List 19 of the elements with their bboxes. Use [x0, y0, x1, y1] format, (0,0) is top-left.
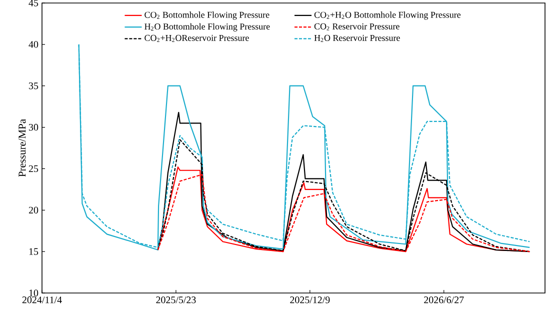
y-tick-label: 10	[29, 290, 38, 296]
y-tick-label: 35	[29, 82, 38, 90]
x-tick-label: 2024/11/4	[22, 296, 62, 304]
legend-label: CO$_{2}$ Reservoir Pressure	[314, 23, 400, 30]
legend-label: CO$_{2}$ Bottomhole Flowing Pressure	[144, 12, 270, 20]
legend-label: H$_{2}$O Reservoir Pressure	[314, 34, 400, 42]
legend-label: H$_{2}$O Bottomhole Flowing Pressure	[144, 23, 270, 32]
x-tick-label: 2025/12/9	[290, 296, 330, 304]
x-tick-label: 2026/6/27	[424, 296, 464, 304]
y-tick-label: 40	[28, 41, 38, 48]
y-tick-label: 45	[28, 0, 38, 6]
legend-label: CO$_{2}$+H$_{2}$O Bottomhole Flowing Pressure	[314, 12, 461, 20]
y-tick-label: 20	[28, 206, 38, 214]
y-tick-label: 25	[28, 165, 38, 172]
legend-label: CO$_{2}$+H$_{2}$OReservoir Pressure	[144, 34, 249, 42]
y-tick-label: 30	[29, 124, 38, 131]
y-tick-label: 15	[29, 248, 38, 255]
y-axis-title: Pressure/MPa	[18, 119, 26, 177]
x-tick-label: 2025/5/23	[156, 296, 196, 304]
